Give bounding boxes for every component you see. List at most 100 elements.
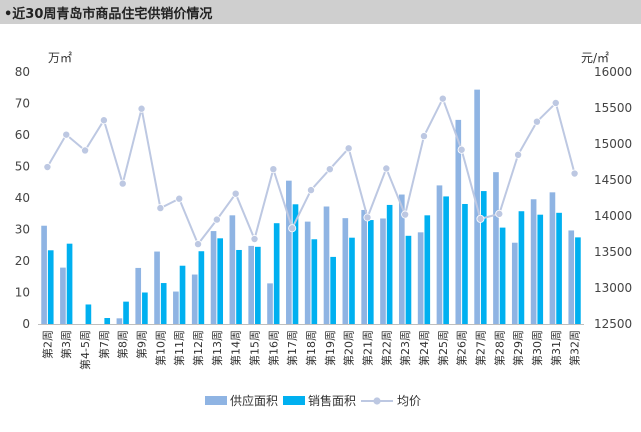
x-tick-label: 第16周 xyxy=(266,330,280,366)
y-right-tick-label: 12500 xyxy=(594,317,632,331)
bar-supply xyxy=(342,218,349,324)
point-price xyxy=(419,132,428,141)
bar-supply xyxy=(60,267,66,324)
bar-sales xyxy=(462,203,468,324)
point-price xyxy=(81,146,90,155)
y-right-tick-label: 15000 xyxy=(594,137,632,151)
y-right-tick-label: 15500 xyxy=(594,101,632,115)
bar-sales xyxy=(575,237,581,324)
x-tick-label: 第25周 xyxy=(436,330,450,366)
bar-supply xyxy=(286,180,292,324)
y-right-tick-label: 13000 xyxy=(594,281,632,295)
bar-sales xyxy=(424,215,431,324)
x-tick-label: 第32周 xyxy=(568,330,582,366)
x-tick-label: 第7周 xyxy=(97,330,111,359)
x-tick-label: 第28周 xyxy=(492,330,506,366)
point-price xyxy=(269,165,278,174)
point-price xyxy=(495,209,504,218)
bar-sales xyxy=(443,196,449,324)
bar-sales xyxy=(142,292,148,324)
bar-supply xyxy=(436,185,443,324)
x-tick-label: 第10周 xyxy=(153,330,167,366)
y-right-tick-label: 14500 xyxy=(594,173,632,187)
x-tick-label: 第9周 xyxy=(135,330,149,359)
x-tick-label: 第31周 xyxy=(549,330,563,366)
y-right-tick-label: 13500 xyxy=(594,245,632,259)
bar-sales xyxy=(179,265,186,324)
point-price xyxy=(401,210,410,219)
legend-label-sales: 销售面积 xyxy=(308,393,356,408)
x-tick-label: 第29周 xyxy=(511,330,525,366)
x-tick-label: 第13周 xyxy=(210,330,224,366)
bar-supply xyxy=(191,274,198,324)
bar-supply xyxy=(417,232,424,324)
point-price xyxy=(532,117,541,126)
bar-sales xyxy=(405,235,412,324)
bar-sales xyxy=(217,238,224,324)
bar-supply xyxy=(361,209,367,324)
bar-sales xyxy=(499,227,506,324)
point-price xyxy=(231,189,240,198)
bar-sales xyxy=(273,223,280,324)
bar-supply xyxy=(323,206,330,324)
point-price xyxy=(175,194,184,203)
x-tick-label: 第18周 xyxy=(304,330,318,366)
x-tick-label: 第15周 xyxy=(248,330,262,366)
title-bar: •近30周青岛市商品住宅供销价情况 xyxy=(0,0,641,24)
x-tick-label: 第2周 xyxy=(40,330,54,359)
x-tick-label: 第11周 xyxy=(172,330,186,366)
x-tick-label: 第24周 xyxy=(417,330,431,366)
bar-supply xyxy=(380,218,386,324)
x-tick-label: 第17周 xyxy=(285,330,299,366)
bar-supply xyxy=(304,221,311,324)
y-left-tick-label: 10 xyxy=(15,286,30,300)
bar-sales xyxy=(367,220,374,324)
bar-supply xyxy=(568,230,575,324)
point-price xyxy=(438,94,447,103)
legend-swatch-sales xyxy=(283,396,305,405)
point-price xyxy=(137,104,146,113)
bar-sales xyxy=(480,191,487,324)
y-left-tick-label: 20 xyxy=(15,254,30,268)
bar-supply xyxy=(455,119,462,324)
point-price xyxy=(382,164,391,173)
bar-supply xyxy=(135,267,142,324)
y-left-tick-label: 60 xyxy=(15,128,30,142)
bar-supply xyxy=(549,192,556,324)
bar-supply xyxy=(116,318,123,324)
bar-sales xyxy=(292,204,299,324)
point-price xyxy=(118,179,127,188)
y-right-tick-label: 14000 xyxy=(594,209,632,223)
point-price xyxy=(476,214,485,223)
bar-supply xyxy=(229,215,236,324)
bar-supply xyxy=(267,283,273,324)
bar-supply xyxy=(398,194,405,324)
bar-sales xyxy=(198,251,205,324)
bar-sales xyxy=(537,214,544,324)
point-price xyxy=(306,186,315,195)
x-tick-label: 第3周 xyxy=(59,330,73,359)
bar-sales xyxy=(330,256,336,324)
point-price xyxy=(156,204,165,213)
bar-sales xyxy=(386,204,393,324)
bar-supply xyxy=(210,231,217,324)
y-left-tick-label: 40 xyxy=(15,191,30,205)
legend-swatch-price-marker xyxy=(373,397,381,405)
point-price xyxy=(551,98,560,107)
bar-supply xyxy=(173,291,179,324)
x-tick-label: 第4-5周 xyxy=(78,330,92,370)
legend-label-price: 均价 xyxy=(397,394,421,408)
point-price xyxy=(514,150,523,159)
y-right-tick-label: 16000 xyxy=(594,65,632,79)
y-left-tick-label: 70 xyxy=(15,97,30,111)
bar-sales xyxy=(349,237,355,324)
bar-sales xyxy=(311,239,318,324)
bar-supply xyxy=(511,242,518,324)
x-tick-label: 第23周 xyxy=(398,330,412,366)
y-left-unit: 万㎡ xyxy=(48,51,72,65)
chart-title: •近30周青岛市商品住宅供销价情况 xyxy=(4,7,213,22)
point-price xyxy=(212,215,221,224)
point-price xyxy=(363,213,372,222)
x-tick-label: 第19周 xyxy=(323,330,337,366)
point-price xyxy=(457,145,466,154)
